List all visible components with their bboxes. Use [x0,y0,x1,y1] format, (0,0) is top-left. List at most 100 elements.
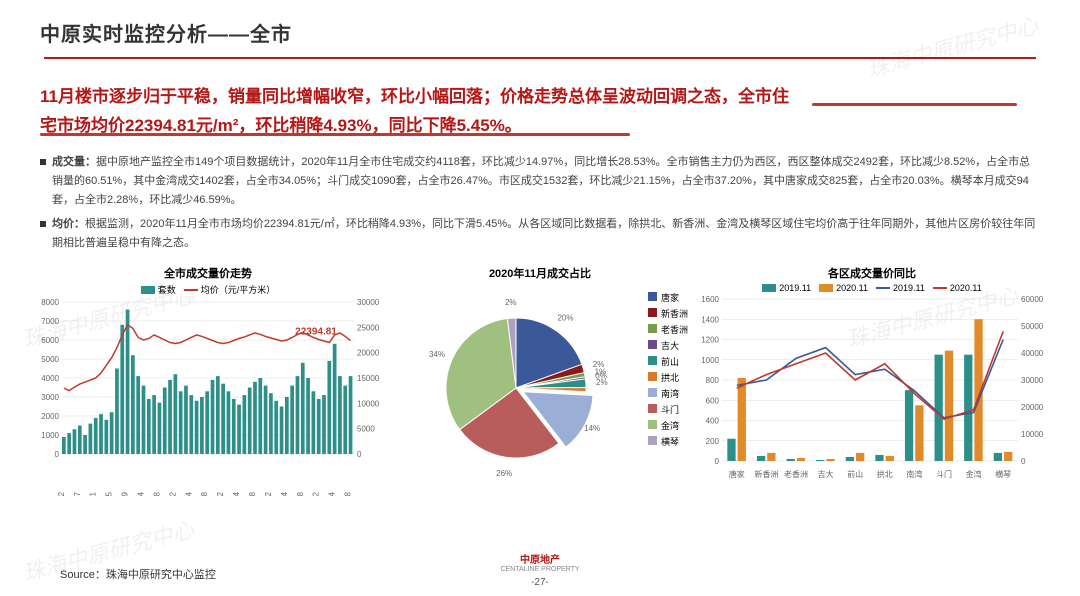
bullet-label: 均价： [52,218,85,230]
svg-text:7000: 7000 [41,317,59,326]
svg-text:拱北: 拱北 [877,469,893,479]
logo-cn: 中原地产 [500,555,579,566]
svg-text:吉大: 吉大 [818,469,834,479]
pie-legend-item: 横琴 [648,435,688,448]
svg-text:金湾: 金湾 [966,469,982,479]
svg-text:4000: 4000 [41,374,59,383]
svg-text:0: 0 [1021,457,1026,466]
combo-chart-title: 全市成交量价走势 [28,265,388,281]
svg-text:2%: 2% [505,298,517,307]
svg-text:22394.81: 22394.81 [295,327,337,338]
pie-legend-item: 金湾 [648,419,688,432]
svg-text:5000: 5000 [357,425,375,434]
svg-text:60000: 60000 [1021,295,1044,304]
region-legend: 2019.112020.112019.112020.11 [692,283,1052,293]
svg-text:3000: 3000 [41,393,59,402]
legend-line [184,289,198,291]
svg-text:5000: 5000 [41,355,59,364]
bullet-text: 据中原地产监控全市149个项目数据统计，2020年11月全市住宅成交约4118套… [52,156,1030,207]
pie-legend-item: 前山 [648,355,688,368]
svg-text:800: 800 [706,376,720,385]
svg-text:2019.12: 2019.12 [312,491,321,496]
title-rule [44,57,1036,59]
source-text: Source：珠海中原研究中心监控 [60,566,216,582]
svg-text:2015.05: 2015.05 [105,491,114,496]
bullet-item: 均价：根据监测，2020年11月全市市场均价22394.81元/㎡，环比稍降4.… [40,215,1040,254]
page-title: 中原实时监控分析——全市 [40,18,1040,47]
svg-text:新香洲: 新香洲 [754,469,778,479]
svg-text:斗门: 斗门 [936,469,952,479]
svg-text:横琴: 横琴 [995,469,1011,479]
region-chart-panel: 各区成交量价同比 2019.112020.112019.112020.11 02… [692,265,1052,496]
svg-text:20%: 20% [557,314,573,323]
logo-en: CENTALINE PROPERTY [500,566,579,574]
combo-chart-panel: 全市成交量价走势 套数 均价（元/平方米） 010002000300040005… [28,265,388,496]
centaline-logo: 中原地产 CENTALINE PROPERTY [500,555,579,574]
legend-item: 2020.11 [819,283,868,293]
combo-legend: 套数 均价（元/平方米） [28,283,388,296]
svg-text:2019.08: 2019.08 [296,491,305,496]
svg-text:6000: 6000 [41,336,59,345]
svg-text:2019.04: 2019.04 [280,491,289,496]
region-chart-title: 各区成交量价同比 [692,265,1052,281]
bullet-list: 成交量：据中原地产监控全市149个项目数据统计，2020年11月全市住宅成交约4… [0,149,1080,263]
svg-text:2016.08: 2016.08 [152,491,161,496]
region-chart-svg: 0200400600800100012001400160001000020000… [692,293,1052,483]
svg-text:1200: 1200 [701,336,719,345]
legend-swatch [141,286,155,294]
svg-text:2016.04: 2016.04 [136,491,145,496]
underline-stroke [812,103,1017,106]
pie-legend-item: 吉大 [648,339,688,352]
pie-legend-item: 拱北 [648,371,688,384]
svg-text:0: 0 [357,450,362,459]
bullet-label: 成交量： [52,156,96,168]
svg-text:1600: 1600 [701,295,719,304]
highlight-block: 11月楼市逐步归于平稳，销量同比增幅收窄，环比小幅回落；价格走势总体呈波动回调之… [0,65,1080,149]
svg-text:2014.11: 2014.11 [89,491,98,496]
bullet-icon [40,221,46,227]
pie-legend-item: 新香洲 [648,307,688,320]
svg-text:10000: 10000 [1021,430,1044,439]
svg-text:2015.09: 2015.09 [121,491,130,496]
svg-text:2018.04: 2018.04 [232,491,241,496]
svg-text:2017.08: 2017.08 [200,491,209,496]
svg-text:14%: 14% [584,424,600,433]
svg-text:0: 0 [55,450,60,459]
svg-text:20000: 20000 [357,349,380,358]
svg-text:2020.08: 2020.08 [344,491,353,496]
svg-text:2017.04: 2017.04 [184,491,193,496]
svg-text:0: 0 [715,457,720,466]
svg-text:10000: 10000 [357,399,380,408]
svg-text:30000: 30000 [1021,376,1044,385]
pie-legend-item: 老香洲 [648,323,688,336]
svg-text:唐家: 唐家 [729,469,745,479]
svg-text:26%: 26% [496,469,512,478]
svg-text:200: 200 [706,437,720,446]
pie-chart-svg: 20%2%1%0%2%14%26%34%2% [396,283,656,483]
pie-chart-title: 2020年11月成交占比 [396,265,684,281]
svg-text:2020.04: 2020.04 [328,491,337,496]
svg-text:2018.08: 2018.08 [248,491,257,496]
svg-text:20000: 20000 [1021,403,1044,412]
highlight-line1: 11月楼市逐步归于平稳，销量同比增幅收窄，环比小幅回落；价格走势总体呈波动回调之… [40,87,789,106]
svg-text:2014.01-02: 2014.01-02 [57,491,66,496]
legend-label: 均价（元/平方米） [201,283,276,296]
svg-text:600: 600 [706,396,720,405]
pie-legend-item: 唐家 [648,291,688,304]
svg-text:老香洲: 老香洲 [784,469,808,479]
svg-text:25000: 25000 [357,323,380,332]
pie-legend: 唐家新香洲老香洲吉大前山拱北南湾斗门金湾横琴 [648,291,688,451]
bullet-icon [40,159,46,165]
svg-text:40000: 40000 [1021,349,1044,358]
svg-text:1000: 1000 [41,431,59,440]
svg-text:2016.12: 2016.12 [168,491,177,496]
bullet-item: 成交量：据中原地产监控全市149个项目数据统计，2020年11月全市住宅成交约4… [40,153,1040,211]
charts-row: 全市成交量价走势 套数 均价（元/平方米） 010002000300040005… [0,263,1080,496]
svg-text:2018.12: 2018.12 [264,491,273,496]
svg-text:8000: 8000 [41,298,59,307]
svg-text:2014.07: 2014.07 [73,491,82,496]
legend-item: 2019.11 [876,283,925,293]
legend-label: 套数 [158,283,176,296]
svg-text:1000: 1000 [701,356,719,365]
bullet-text: 根据监测，2020年11月全市市场均价22394.81元/㎡，环比稍降4.93%… [52,218,1035,249]
